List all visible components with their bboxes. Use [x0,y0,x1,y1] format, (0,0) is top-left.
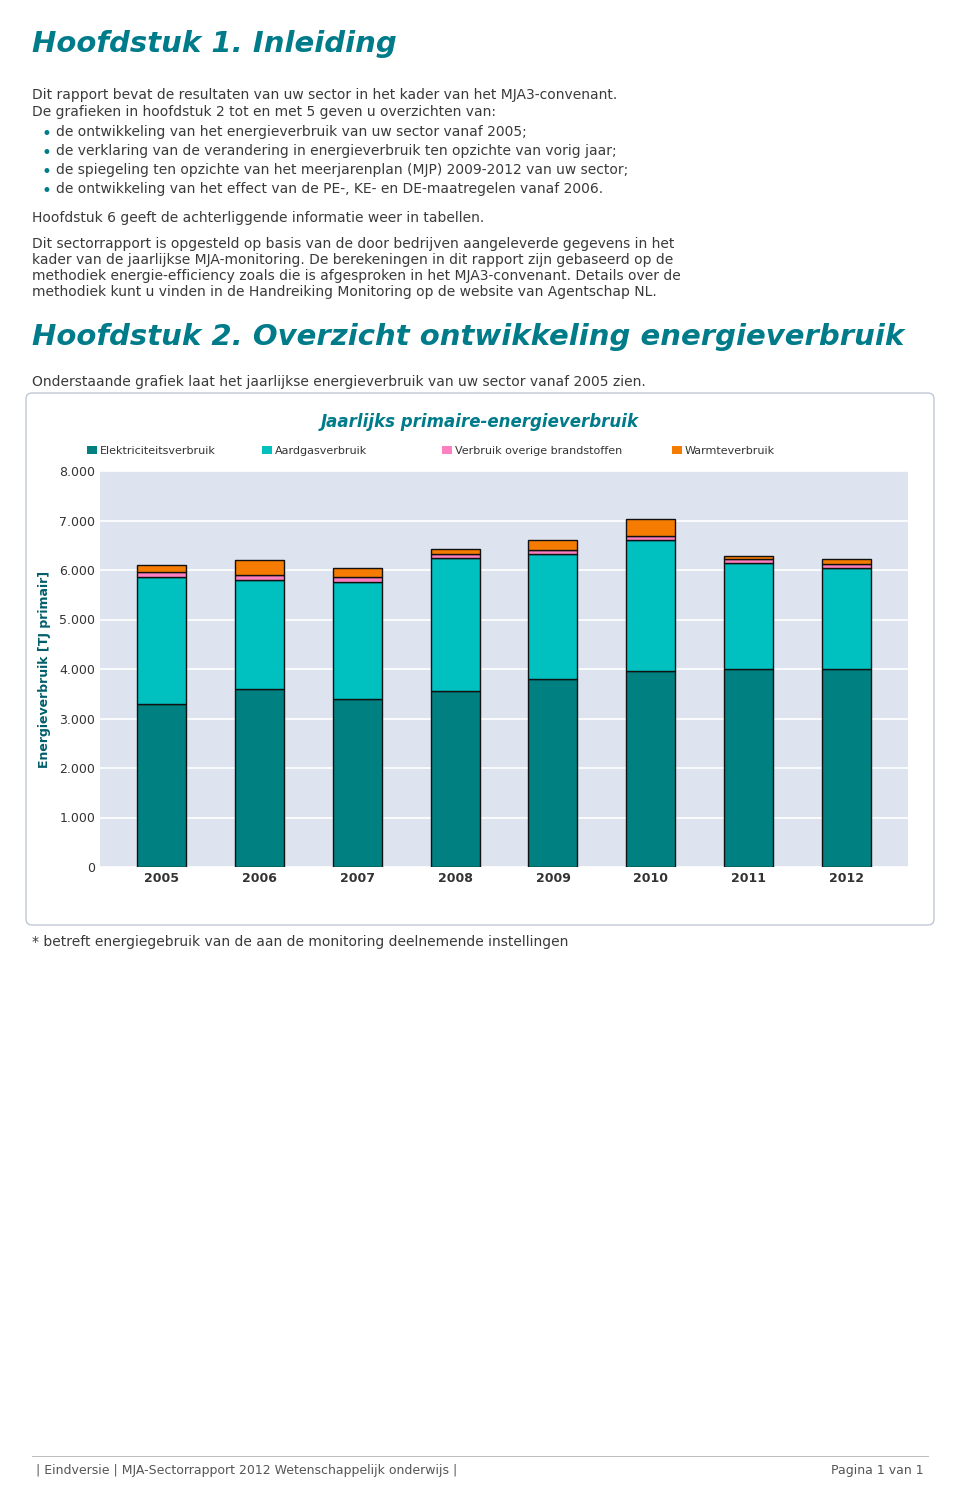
Text: Elektriciteitsverbruik: Elektriciteitsverbruik [100,446,216,457]
Text: Onderstaande grafiek laat het jaarlijkse energieverbruik van uw sector vanaf 200: Onderstaande grafiek laat het jaarlijkse… [32,376,646,389]
Text: kader van de jaarlijkse MJA-monitoring. De berekeningen in dit rapport zijn geba: kader van de jaarlijkse MJA-monitoring. … [32,252,673,267]
FancyBboxPatch shape [442,446,452,454]
Bar [332,698,381,867]
Bar [430,557,479,691]
Bar [332,583,381,698]
Text: •: • [42,164,52,182]
Bar [725,559,774,563]
Text: methodiek energie-efficiency zoals die is afgesproken in het MJA3-convenant. Det: methodiek energie-efficiency zoals die i… [32,269,681,282]
Bar [627,520,676,536]
FancyBboxPatch shape [26,394,934,925]
Bar [430,548,479,554]
Bar [234,580,283,689]
Bar [529,679,578,867]
Text: methodiek kunt u vinden in de Handreiking Monitoring op de website van Agentscha: methodiek kunt u vinden in de Handreikin… [32,285,657,299]
Bar [332,568,381,577]
Text: Warmteverbruik: Warmteverbruik [685,446,775,457]
Text: Jaarlijks primaire-energieverbruik: Jaarlijks primaire-energieverbruik [321,413,639,431]
Bar [332,577,381,583]
Bar [529,539,578,550]
Bar [234,560,283,575]
Text: De grafieken in hoofdstuk 2 tot en met 5 geven u overzichten van:: De grafieken in hoofdstuk 2 tot en met 5… [32,105,496,119]
Text: | Eindversie | MJA-Sectorrapport 2012 Wetenschappelijk onderwijs |: | Eindversie | MJA-Sectorrapport 2012 We… [36,1464,457,1476]
Text: Hoofdstuk 6 geeft de achterliggende informatie weer in tabellen.: Hoofdstuk 6 geeft de achterliggende info… [32,210,484,225]
Bar [627,671,676,867]
Bar [430,554,479,557]
FancyBboxPatch shape [87,446,97,454]
Text: •: • [42,125,52,143]
Text: Aardgasverbruik: Aardgasverbruik [275,446,368,457]
Bar [136,577,185,703]
Bar [725,556,774,559]
Text: Hoofdstuk 1. Inleiding: Hoofdstuk 1. Inleiding [32,30,396,59]
Bar [823,563,872,568]
Bar [823,559,872,563]
FancyBboxPatch shape [262,446,272,454]
Bar [725,668,774,867]
Bar [725,563,774,668]
Text: Hoofdstuk 2. Overzicht ontwikkeling energieverbruik: Hoofdstuk 2. Overzicht ontwikkeling ener… [32,323,904,351]
Bar [136,703,185,867]
Bar [234,575,283,580]
Text: •: • [42,144,52,162]
Text: de ontwikkeling van het effect van de PE-, KE- en DE-maatregelen vanaf 2006.: de ontwikkeling van het effect van de PE… [56,182,603,195]
Bar [627,541,676,671]
Bar [823,568,872,668]
Text: * betreft energiegebruik van de aan de monitoring deelnemende instellingen: * betreft energiegebruik van de aan de m… [32,936,568,949]
Bar [136,565,185,572]
Text: Verbruik overige brandstoffen: Verbruik overige brandstoffen [455,446,622,457]
Text: Pagina 1 van 1: Pagina 1 van 1 [831,1464,924,1476]
Text: de spiegeling ten opzichte van het meerjarenplan (MJP) 2009-2012 van uw sector;: de spiegeling ten opzichte van het meerj… [56,164,628,177]
Text: de ontwikkeling van het energieverbruik van uw sector vanaf 2005;: de ontwikkeling van het energieverbruik … [56,125,527,140]
Bar [529,550,578,554]
Y-axis label: Energieverbruik [TJ primair]: Energieverbruik [TJ primair] [37,571,51,768]
Text: Dit sectorrapport is opgesteld op basis van de door bedrijven aangeleverde gegev: Dit sectorrapport is opgesteld op basis … [32,237,674,251]
Text: Dit rapport bevat de resultaten van uw sector in het kader van het MJA3-convenan: Dit rapport bevat de resultaten van uw s… [32,89,617,102]
Bar [234,689,283,867]
FancyBboxPatch shape [672,446,682,454]
Text: de verklaring van de verandering in energieverbruik ten opzichte van vorig jaar;: de verklaring van de verandering in ener… [56,144,616,158]
Text: •: • [42,182,52,200]
Bar [823,668,872,867]
Bar [529,554,578,679]
Bar [430,691,479,867]
Bar [627,536,676,541]
Bar [136,572,185,577]
